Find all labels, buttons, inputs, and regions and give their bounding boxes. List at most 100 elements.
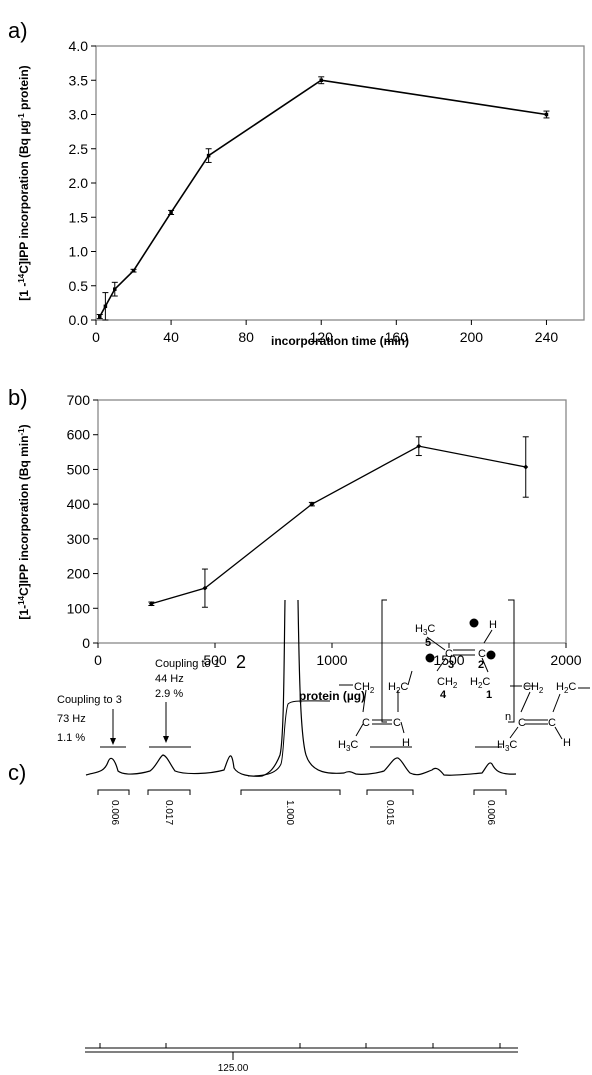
svg-text:Coupling to 1: Coupling to 1 <box>155 658 220 670</box>
a-ytick-label: 1.0 <box>69 244 89 260</box>
a-xtick-label: 40 <box>163 329 179 345</box>
ppm-axis <box>85 1043 518 1060</box>
a-ytick-label: 3.5 <box>69 72 89 88</box>
label-num1: 1 <box>486 689 492 701</box>
a-data-point <box>98 314 102 319</box>
panel-a-plot-frame <box>95 45 585 321</box>
b-ytick-label: 100 <box>67 600 91 616</box>
b-ytick-label: 500 <box>67 461 91 477</box>
a-xtick-label: 200 <box>460 329 484 345</box>
panel-b-x-axis-title: protein (µg) <box>299 689 365 703</box>
b-ytick-label: 0 <box>82 635 90 651</box>
label-c-left-b: C <box>393 717 401 729</box>
b-ytick-label: 700 <box>67 392 91 408</box>
label-ch2-inner: CH2 <box>437 676 458 690</box>
label-h-right: H <box>563 737 571 749</box>
svg-text:2.9 %: 2.9 % <box>155 688 183 700</box>
integral-value-5: 0.006 <box>485 800 496 825</box>
a-ytick-label: 0.5 <box>69 278 89 294</box>
svg-text:1.1 %: 1.1 % <box>57 732 85 744</box>
a-data-point <box>319 78 323 82</box>
label-n: n <box>505 711 511 723</box>
b-data-point <box>148 601 154 607</box>
a-data-point <box>113 287 117 291</box>
a-data-point <box>169 210 173 215</box>
panel-b-label: b) <box>8 385 28 410</box>
label-dot-c2-side <box>486 650 496 660</box>
a-xtick-label: 160 <box>385 329 409 345</box>
a-data-point <box>206 153 211 158</box>
label-h3c-left: H3C <box>338 739 358 753</box>
panel-b-y-axis-title: [1-14C]IPP incorporation (Bq min-1) <box>17 424 31 619</box>
svg-text:73 Hz: 73 Hz <box>57 713 86 725</box>
annotation-coupling-1: Coupling to 1 44 Hz 2.9 % <box>155 658 220 743</box>
b-ytick-label: 400 <box>67 496 91 512</box>
label-h2c-left: H2C <box>388 681 408 695</box>
a-ytick-label: 4.0 <box>69 38 89 54</box>
b-data-point <box>309 501 315 507</box>
arrow-head-coupling-3 <box>110 738 116 745</box>
label-num3: 3 <box>448 659 454 671</box>
main-peak-label: 2 <box>236 652 246 672</box>
panel-c-label: c) <box>8 760 26 785</box>
label-num4: 4 <box>440 689 447 701</box>
integral-value-3: 1.000 <box>284 800 295 825</box>
label-c-right-b: C <box>548 717 556 729</box>
label-c-right-a: C <box>518 717 526 729</box>
label-h-left: H <box>402 737 410 749</box>
panel-a-label: a) <box>8 18 28 43</box>
a-ytick-label: 2.0 <box>69 175 89 191</box>
label-ch2-right: CH2 <box>523 681 544 695</box>
a-ytick-label: 0.0 <box>69 312 89 328</box>
b-ytick-label: 200 <box>67 566 91 582</box>
polyisoprene-structure <box>339 599 590 740</box>
label-num5: 5 <box>425 637 431 649</box>
label-h2c-inner: H2C <box>470 676 490 690</box>
panel-b-data-points <box>148 436 529 608</box>
label-c2: C <box>478 648 486 660</box>
panel-a-x-ticks: 0 40 80 120 160 200 240 <box>92 320 558 345</box>
svg-text:Coupling to 3: Coupling to 3 <box>57 694 122 706</box>
a-ytick-label: 2.5 <box>69 141 89 157</box>
annotation-coupling-3: Coupling to 3 73 Hz 1.1 % <box>57 694 122 745</box>
b-data-point <box>416 443 422 449</box>
a-ytick-label: 1.5 <box>69 209 89 225</box>
label-h3c-inner: H3C <box>415 623 435 637</box>
a-data-point <box>544 112 549 117</box>
label-h2c-right: H2C <box>556 681 576 695</box>
integral-value-4: 0.015 <box>384 800 395 825</box>
a-xtick-label: 0 <box>92 329 100 345</box>
label-c3: C <box>445 648 453 660</box>
panel-a-y-ticks: 0.0 0.5 1.0 1.5 2.0 2.5 3.0 3.5 4.0 <box>69 38 96 328</box>
a-xtick-label: 80 <box>238 329 254 345</box>
panel-a-x-axis-title: incorporation time (min) <box>271 334 409 348</box>
b-xtick-label: 2000 <box>550 652 581 668</box>
a-xtick-label: 240 <box>535 329 559 345</box>
label-ch2-left: CH2 <box>354 681 375 695</box>
a-ytick-label: 3.0 <box>69 107 89 123</box>
label-dot-c2-top <box>469 618 479 628</box>
integral-value-1: 0.006 <box>109 800 120 825</box>
panel-a-series-line <box>99 79 547 317</box>
structure-labels: H3C C C H H2C CH2 5 3 2 4 1 n CH2 H2C C … <box>338 619 576 753</box>
panel-b-plot-frame <box>97 399 567 644</box>
arrow-head-coupling-1 <box>163 736 169 743</box>
a-data-point <box>131 268 136 273</box>
label-h3c-right: H3C <box>497 739 517 753</box>
svg-text:44 Hz: 44 Hz <box>155 673 184 685</box>
label-c-left-a: C <box>362 717 370 729</box>
ppm-tick-label: 125.00 <box>218 1063 249 1074</box>
b-xtick-label: 500 <box>203 652 227 668</box>
a-data-point <box>103 304 108 309</box>
panel-b-y-ticks: 0 100 200 300 400 500 600 700 <box>67 392 98 651</box>
integral-brackets <box>97 789 507 795</box>
spectrum-trace <box>85 599 517 777</box>
panel-b-x-ticks: 0 500 1000 1500 2000 <box>94 643 582 668</box>
b-data-point <box>202 585 208 591</box>
integral-curve <box>247 700 331 777</box>
b-xtick-label: 1000 <box>316 652 347 668</box>
label-num2: 2 <box>478 659 484 671</box>
b-data-point <box>523 464 529 470</box>
panel-b-series-line <box>151 445 526 605</box>
